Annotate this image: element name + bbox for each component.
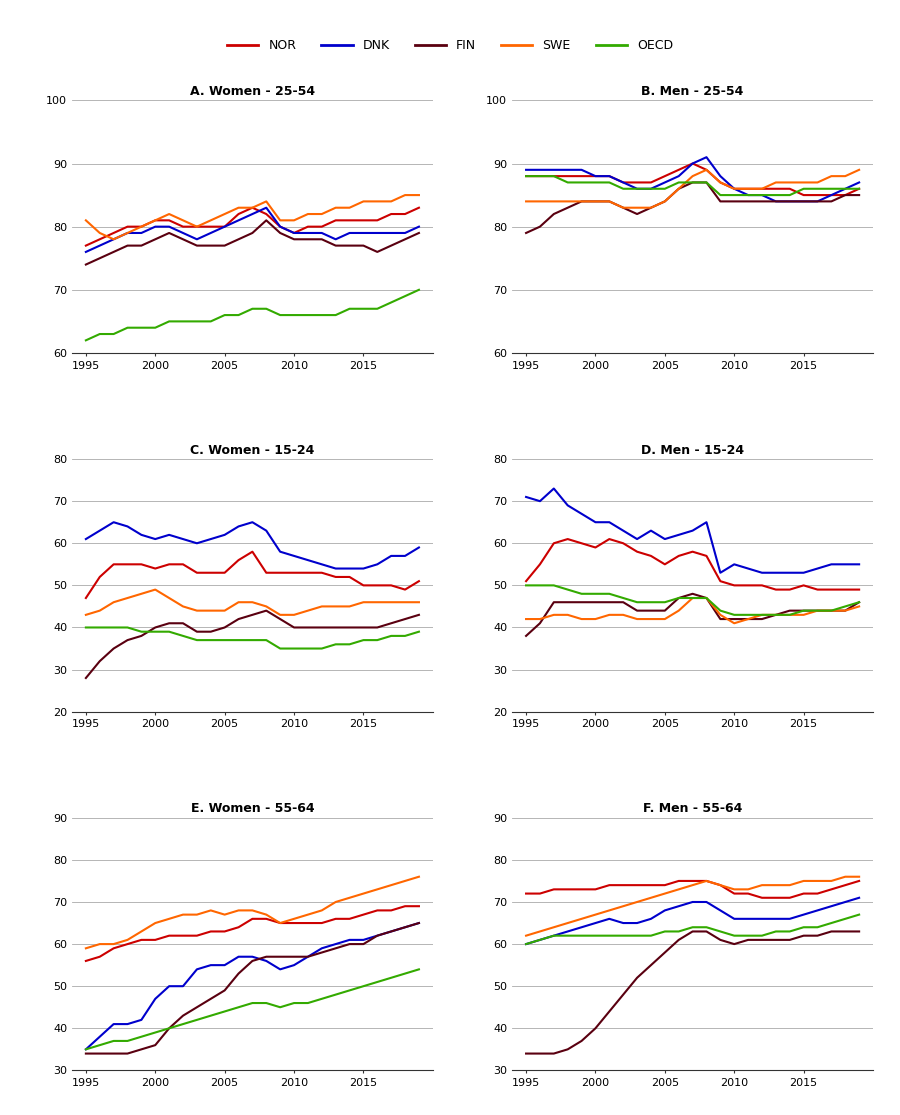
Title: C. Women - 15-24: C. Women - 15-24	[190, 444, 315, 456]
Title: F. Men - 55-64: F. Men - 55-64	[643, 802, 742, 815]
Title: B. Men - 25-54: B. Men - 25-54	[642, 85, 743, 98]
Title: D. Men - 15-24: D. Men - 15-24	[641, 444, 744, 456]
Legend: NOR, DNK, FIN, SWE, OECD: NOR, DNK, FIN, SWE, OECD	[222, 35, 678, 57]
Title: E. Women - 55-64: E. Women - 55-64	[191, 802, 314, 815]
Title: A. Women - 25-54: A. Women - 25-54	[190, 85, 315, 98]
